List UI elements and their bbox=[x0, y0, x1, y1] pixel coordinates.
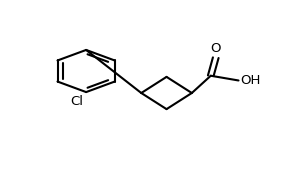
Text: OH: OH bbox=[240, 74, 260, 87]
Text: Cl: Cl bbox=[70, 95, 83, 108]
Text: O: O bbox=[211, 42, 221, 55]
